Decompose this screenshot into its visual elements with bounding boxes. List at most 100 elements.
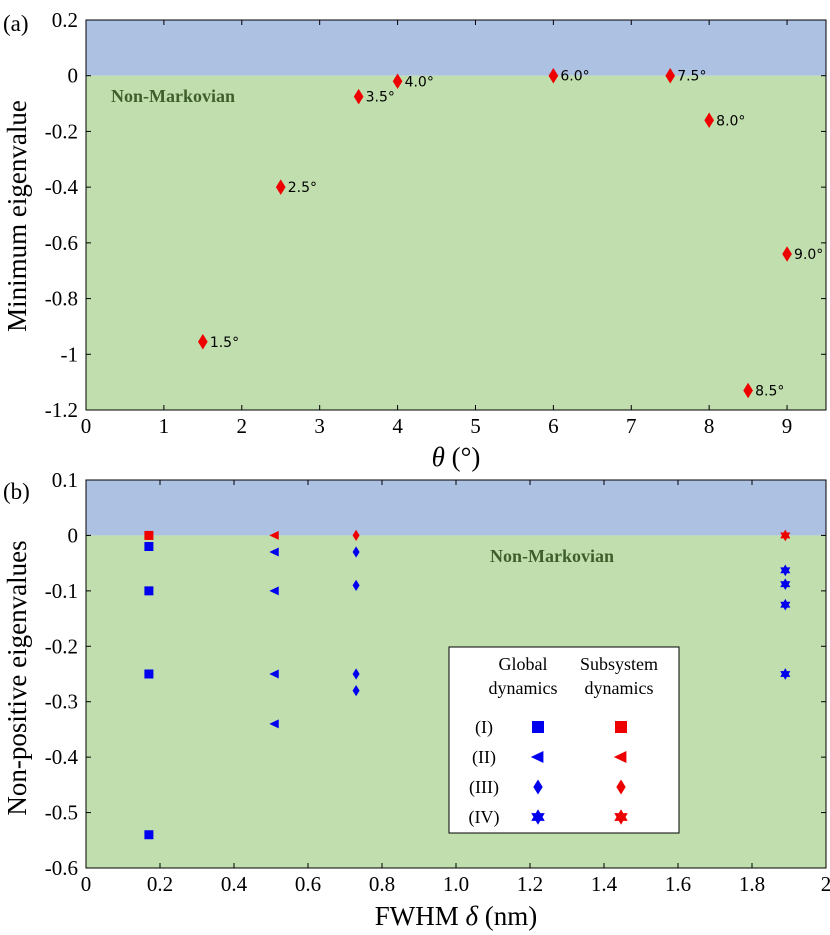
x-tick-label-1: 1 (159, 414, 170, 438)
legend-row-label-1: (I) (475, 717, 493, 738)
panel-b-label: (b) (3, 479, 30, 504)
panel-a-region-label: Non-Markovian (111, 86, 235, 106)
legend-subsystem-diamond-icon (616, 779, 626, 795)
y-tick-label-m0p8: -0.8 (45, 287, 78, 311)
panel-b-y-ticks: 0.1 0 -0.1 -0.2 -0.3 -0.4 -0.5 -0.6 (45, 468, 826, 880)
point-label-8: 8.0° (716, 113, 745, 129)
panel-b-y-axis-label: Non-positive eigenvalues (2, 540, 32, 815)
global-hexagram-marker-1 (780, 578, 791, 591)
panel-a: 0 1 2 3 4 5 6 7 8 9 0.2 0 -0.2 -0.4 -0.6 -0.8 -1 -1.2 1.… (2, 8, 827, 472)
global-triangle-left-marker-2 (269, 669, 279, 679)
point-label-7p5: 7.5° (677, 69, 706, 85)
legend-header-global-line2: dynamics (489, 678, 558, 698)
point-marker-8p5 (743, 382, 753, 399)
point-label-2p5: 2.5° (288, 180, 317, 196)
y-tick-label-m0p6: -0.6 (45, 856, 78, 880)
point-marker-9 (782, 246, 792, 262)
panel-a-y-ticks: 0.2 0 -0.2 -0.4 -0.6 -0.8 -1 -1.2 (45, 8, 826, 422)
panel-a-x-axis-unit: (°) (445, 442, 481, 472)
legend-global-diamond-icon (533, 779, 543, 795)
legend-markers (530, 721, 628, 825)
panel-a-markovian-region (86, 20, 826, 76)
panel-b-region-label: Non-Markovian (490, 546, 614, 566)
panel-b-x-axis-symbol: δ (465, 901, 478, 931)
legend-subsystem-triangle-left-icon (613, 751, 627, 763)
panel-a-x-axis-label: θ (°) (432, 442, 481, 472)
global-triangle-left-marker-1 (269, 586, 279, 596)
point-marker-4 (392, 73, 403, 90)
panel-b-x-axis-label: FWHM δ (nm) (375, 901, 538, 931)
legend-header-global-line1: Global (499, 654, 548, 674)
legend: Global dynamics Subsystem dynamics (I) (… (448, 646, 680, 834)
x-tick-label-1p8: 1.8 (739, 872, 765, 896)
x-tick-label-0: 0 (81, 872, 92, 896)
global-triangle-left-marker-0 (269, 547, 279, 557)
legend-global-triangle-left-icon (530, 751, 544, 763)
point-marker-1p5 (198, 334, 208, 350)
point-label-8p5: 8.5° (755, 384, 784, 400)
y-tick-label-m0p6: -0.6 (45, 231, 78, 255)
x-tick-label-0p6: 0.6 (295, 872, 321, 896)
panel-a-x-axis-symbol: θ (432, 442, 445, 472)
y-tick-label-m0p4: -0.4 (45, 175, 79, 199)
global-square-marker-0 (144, 542, 154, 552)
global-diamond-marker-2 (352, 668, 360, 680)
global-diamond-marker-1 (352, 579, 360, 591)
y-tick-label-0p1: 0.1 (52, 468, 78, 492)
point-marker-2p5 (275, 179, 286, 195)
x-tick-label-4: 4 (392, 414, 403, 438)
global-diamond-marker-0 (352, 546, 360, 558)
point-label-9: 9.0° (794, 247, 823, 263)
subsystem-square-marker-0 (144, 530, 154, 540)
subsystem-diamond-marker-0 (352, 529, 360, 542)
x-tick-label-1p4: 1.4 (591, 872, 618, 896)
panel-a-non-markovian-region (86, 75, 826, 410)
global-square-marker-3 (144, 830, 154, 840)
panel-a-points: 1.5° 2.5° 3.5° 4.0° 6.0° 7.5° 8.0° 9.0° 8.5° (198, 67, 823, 400)
panel-a-x-ticks: 0 1 2 3 4 5 6 7 8 9 (81, 20, 792, 438)
y-tick-label-m0p1: -0.1 (45, 579, 78, 603)
global-hexagram-marker-3 (780, 668, 791, 680)
global-diamond-marker-3 (352, 685, 360, 697)
x-tick-label-8: 8 (704, 414, 715, 438)
legend-row-label-3: (III) (469, 777, 499, 798)
point-marker-6 (548, 67, 559, 84)
panel-b: 0 0.2 0.4 0.6 0.8 1.0 1.2 1.4 1.6 1.8 2 0.1 0 -0.1 -0… (2, 468, 830, 931)
panel-a-y-axis-label: Minimum eigenvalue (2, 100, 32, 332)
legend-global-hexagram-icon (531, 809, 545, 825)
x-tick-label-0p2: 0.2 (147, 872, 173, 896)
global-square-marker-1 (144, 586, 154, 596)
panel-b-x-ticks: 0 0.2 0.4 0.6 0.8 1.0 1.2 1.4 1.6 1.8 2 (81, 480, 830, 896)
point-marker-7p5 (665, 67, 676, 84)
y-tick-label-m1: -1 (61, 342, 79, 366)
legend-row-label-2: (II) (472, 747, 496, 768)
y-tick-label-m0p2: -0.2 (45, 119, 78, 143)
y-tick-label-m1p2: -1.2 (45, 398, 78, 422)
panel-b-markovian-region (86, 480, 826, 536)
panel-a-label: (a) (3, 11, 29, 36)
global-triangle-left-marker-3 (269, 719, 279, 729)
x-tick-label-2: 2 (237, 414, 248, 438)
x-tick-label-2: 2 (821, 872, 830, 896)
x-tick-label-0: 0 (81, 414, 92, 438)
x-tick-label-0p8: 0.8 (369, 872, 395, 896)
legend-subsystem-square-icon (615, 721, 627, 733)
point-marker-3p5 (353, 88, 364, 105)
y-tick-label-m0p4: -0.4 (45, 745, 79, 769)
x-tick-label-5: 5 (470, 414, 481, 438)
panel-b-points (144, 529, 791, 840)
x-tick-label-1: 1.0 (443, 872, 469, 896)
point-label-3p5: 3.5° (366, 90, 395, 106)
legend-row-label-4: (IV) (469, 807, 500, 828)
point-label-4: 4.0° (405, 74, 434, 90)
legend-header-subsystem-line2: dynamics (585, 678, 654, 698)
x-tick-label-6: 6 (548, 414, 559, 438)
y-tick-label-m0p2: -0.2 (45, 634, 78, 658)
panel-b-x-axis-prefix: FWHM (375, 901, 466, 931)
point-label-6: 6.0° (560, 69, 589, 85)
y-tick-label-0: 0 (68, 523, 79, 547)
subsystem-triangle-left-marker-0 (269, 530, 279, 540)
y-tick-label-0p2: 0.2 (52, 8, 78, 32)
x-tick-label-1p2: 1.2 (517, 872, 543, 896)
